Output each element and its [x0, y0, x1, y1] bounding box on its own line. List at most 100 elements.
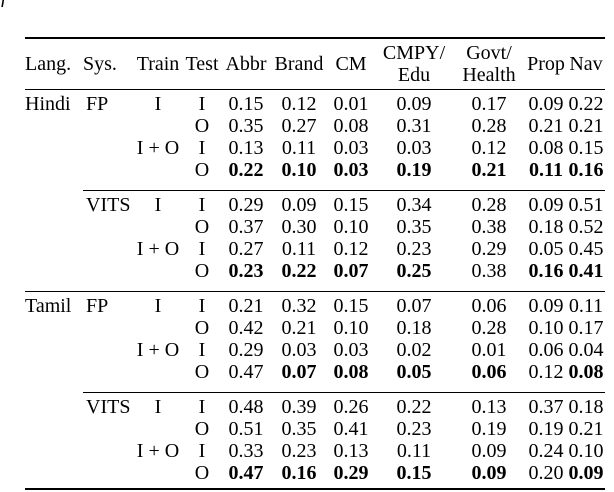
rule-gap	[25, 181, 83, 194]
full-rule-separator	[25, 282, 605, 295]
cell-value: 0.13	[333, 440, 369, 462]
column-header-label: CM	[335, 53, 367, 75]
cell-value: 0.13	[228, 137, 264, 159]
cell-value: 0.12	[281, 93, 317, 115]
cell-value: 0.52	[568, 216, 604, 238]
table-row: Hindi FP I I 0.15 0.12 0.01 0.09 0.17 0.09 0.22	[25, 90, 605, 116]
cell-value: 0.18	[528, 216, 564, 238]
cell-value: 0.15	[568, 137, 604, 159]
cell-test: O	[194, 159, 210, 181]
table-row: VITS I I 0.29 0.09 0.15 0.34 0.28 0.09 0.51	[25, 194, 605, 216]
column-header-sys: Sys.	[83, 38, 133, 90]
cell-test: I	[198, 440, 206, 462]
cell-sys	[83, 238, 133, 260]
cell-value: 0.03	[333, 137, 369, 159]
cell-value: 0.03	[333, 159, 369, 181]
cell-lang: Tamil	[25, 295, 72, 317]
cell-test: I	[198, 194, 206, 216]
cell-train	[133, 216, 183, 238]
cell-value: 0.28	[471, 194, 507, 216]
cell-value: 0.08	[333, 361, 369, 383]
cell-value: 0.51	[568, 194, 604, 216]
rule-line-cell	[25, 282, 605, 295]
cell-value: 0.48	[228, 396, 264, 418]
cell-lang	[25, 194, 83, 216]
table-row: O 0.47 0.07 0.08 0.05 0.06 0.12 0.08	[25, 361, 605, 383]
cell-value: 0.20	[528, 462, 564, 484]
cell-value: 0.38	[471, 260, 507, 282]
cell-value: 0.22	[281, 260, 317, 282]
table-row: O 0.22 0.10 0.03 0.19 0.21 0.11 0.16	[25, 159, 605, 181]
cell-value: 0.03	[281, 339, 317, 361]
cell-lang	[25, 137, 83, 159]
cell-value: 0.08	[568, 361, 604, 383]
cell-train	[133, 418, 183, 440]
cell-sys	[83, 317, 133, 339]
results-table: Lang. Sys. Train Test Abbr Brand CM CMPY/Edu Gov…	[25, 37, 605, 490]
cell-value: 0.24	[528, 440, 564, 462]
partial-rule	[83, 392, 605, 393]
cell-value: 0.11	[281, 238, 317, 260]
cell-lang	[25, 361, 83, 383]
cell-value: 0.41	[333, 418, 369, 440]
cell-sys	[83, 216, 133, 238]
cell-value: 0.09	[528, 93, 564, 115]
cell-test: I	[198, 295, 206, 317]
cell-sys	[83, 115, 133, 137]
cell-value: 0.12	[528, 361, 564, 383]
table-row: O 0.47 0.16 0.29 0.15 0.09 0.20 0.09	[25, 462, 605, 489]
cell-value: 0.10	[281, 159, 317, 181]
cell-lang: Hindi	[25, 93, 71, 115]
column-header-label: Nav	[569, 53, 603, 75]
cell-value: 0.35	[396, 216, 432, 238]
cell-value: 0.23	[228, 260, 264, 282]
cell-value: 0.29	[228, 194, 264, 216]
column-header-train: Train	[133, 38, 183, 90]
table-row: I + O I 0.27 0.11 0.12 0.23 0.29 0.05 0.45	[25, 238, 605, 260]
header-row: Lang. Sys. Train Test Abbr Brand CM CMPY/Edu Gov…	[25, 38, 605, 90]
table-row: O 0.23 0.22 0.07 0.25 0.38 0.16 0.41	[25, 260, 605, 282]
cell-value: 0.15	[396, 462, 432, 484]
cell-value: 0.37	[528, 396, 564, 418]
column-header-abbr: Abbr	[221, 38, 271, 90]
cell-value: 0.26	[333, 396, 369, 418]
cell-test: I	[198, 339, 206, 361]
cell-value: 0.05	[528, 238, 564, 260]
cell-value: 0.07	[333, 260, 369, 282]
cell-value: 0.07	[281, 361, 317, 383]
cell-value: 0.09	[528, 295, 564, 317]
cell-train	[133, 317, 183, 339]
partial-rule-separator	[25, 181, 605, 194]
rule-line-cell	[83, 181, 605, 194]
cell-test: O	[194, 418, 210, 440]
cell-lang	[25, 115, 83, 137]
cell-value: 0.01	[471, 339, 507, 361]
cell-value: 0.38	[471, 216, 507, 238]
cell-value: 0.30	[281, 216, 317, 238]
cell-value: 0.10	[528, 317, 564, 339]
cell-train: I	[154, 295, 162, 317]
cell-value: 0.16	[568, 159, 604, 181]
cell-lang	[25, 216, 83, 238]
column-header-nav: Nav	[567, 38, 605, 90]
cell-value: 0.27	[281, 115, 317, 137]
cell-value: 0.09	[471, 440, 507, 462]
cell-value: 0.12	[333, 238, 369, 260]
cell-value: 0.27	[228, 238, 264, 260]
cell-sys: FP	[86, 93, 109, 115]
cell-value: 0.16	[281, 462, 317, 484]
column-header-test: Test	[183, 38, 221, 90]
cell-value: 0.11	[281, 137, 317, 159]
cell-value: 0.10	[333, 216, 369, 238]
cell-value: 0.08	[528, 137, 564, 159]
cell-value: 0.09	[528, 194, 564, 216]
cell-test: O	[194, 462, 210, 484]
column-header-label: Sys.	[83, 53, 117, 75]
table-row: Tamil FP I I 0.21 0.32 0.15 0.07 0.06 0.09 0.11	[25, 295, 605, 317]
table-row: O 0.37 0.30 0.10 0.35 0.38 0.18 0.52	[25, 216, 605, 238]
cell-value: 0.01	[333, 93, 369, 115]
cell-train: I	[154, 194, 162, 216]
cell-value: 0.09	[396, 93, 432, 115]
cell-lang	[25, 418, 83, 440]
